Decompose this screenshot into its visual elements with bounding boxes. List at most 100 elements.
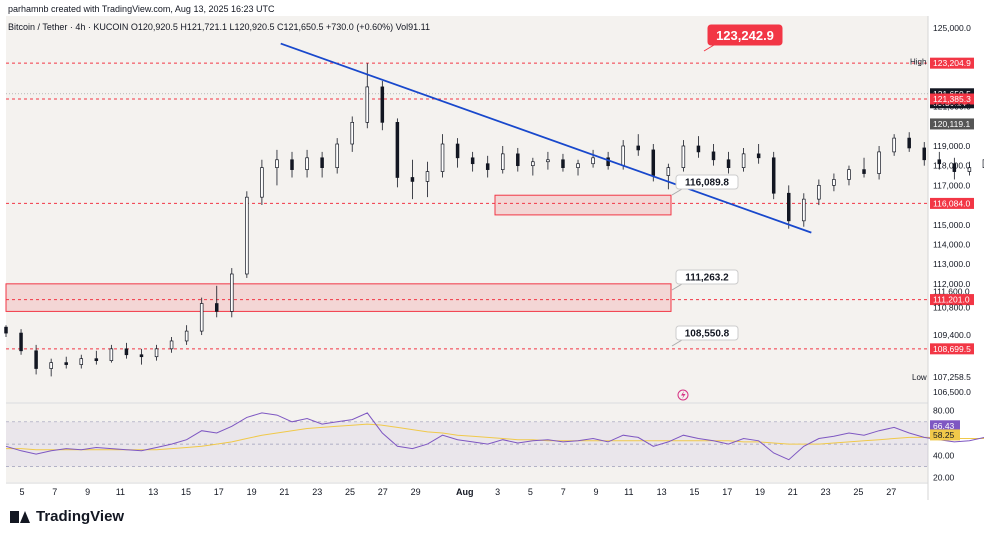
candle bbox=[455, 138, 460, 168]
time-tick-label: 15 bbox=[181, 487, 191, 497]
time-tick-label: 5 bbox=[528, 487, 533, 497]
candle bbox=[184, 325, 189, 345]
candle bbox=[756, 144, 761, 164]
time-tick-label: 29 bbox=[411, 487, 421, 497]
candle bbox=[576, 159, 580, 176]
callout-label-2: 116,089.8 bbox=[685, 178, 729, 189]
callout-box-4 bbox=[675, 325, 739, 341]
low-label: Low bbox=[912, 373, 927, 382]
price-tag-bg bbox=[930, 294, 974, 306]
candle bbox=[49, 358, 53, 377]
time-tick-label: 21 bbox=[788, 487, 798, 497]
candle bbox=[591, 149, 595, 168]
price-tag-label: 120,119.1 bbox=[933, 119, 970, 129]
candle bbox=[139, 348, 144, 365]
price-tag-bg bbox=[930, 93, 974, 105]
time-tick-label: 27 bbox=[886, 487, 896, 497]
price-tag-bg bbox=[930, 197, 974, 209]
price-tick-label: 114,000.0 bbox=[933, 239, 970, 249]
price-tick-label: 119,000.0 bbox=[933, 141, 970, 151]
candle bbox=[501, 145, 505, 174]
price-tag-bg bbox=[930, 118, 974, 130]
rsi-tick-label: 80.00 bbox=[933, 406, 955, 416]
candle bbox=[907, 132, 911, 152]
candle bbox=[546, 151, 550, 170]
time-tick-label: 23 bbox=[821, 487, 831, 497]
price-tick-label: 125,000.0 bbox=[933, 23, 971, 33]
rsi-ma-line bbox=[6, 423, 984, 451]
candle bbox=[470, 151, 475, 172]
candle bbox=[395, 118, 400, 188]
price-tick-label: 112,000.0 bbox=[933, 279, 970, 289]
candle bbox=[169, 337, 174, 353]
candle bbox=[320, 151, 324, 178]
time-tick-label: 19 bbox=[247, 487, 257, 497]
candle bbox=[666, 163, 671, 190]
candle bbox=[335, 138, 339, 174]
descending-trendline bbox=[280, 42, 812, 234]
tradingview-logo-icon bbox=[10, 510, 30, 523]
time-tick-label: 17 bbox=[214, 487, 224, 497]
price-tag-label: 123,204.9 bbox=[933, 58, 971, 68]
candle bbox=[967, 161, 972, 176]
callout-pointer-3 bbox=[671, 283, 683, 291]
price-tick-label: 106,500.0 bbox=[933, 387, 971, 397]
candle bbox=[696, 136, 701, 158]
candle bbox=[230, 268, 234, 318]
price-tick-label: 111,600.0 bbox=[933, 287, 970, 297]
candle bbox=[109, 344, 114, 363]
candle bbox=[214, 285, 219, 318]
symbol-legend[interactable]: Bitcoin / Tether · 4h · KUCOIN O120,920.… bbox=[8, 22, 430, 32]
candle bbox=[817, 179, 821, 206]
price-tick-label: 118,000.0 bbox=[933, 161, 970, 171]
brand-name: TradingView bbox=[36, 508, 125, 525]
rsi-tag-label: 66.43 bbox=[933, 421, 955, 431]
candle bbox=[802, 193, 806, 227]
candle bbox=[410, 159, 415, 200]
price-tick-label: 121,000.0 bbox=[933, 102, 971, 112]
lightning-icon bbox=[677, 389, 689, 401]
support-zone-1 bbox=[494, 194, 672, 216]
candle bbox=[64, 356, 68, 369]
time-tick-label: 13 bbox=[657, 487, 667, 497]
candle bbox=[199, 297, 204, 336]
candle bbox=[892, 134, 896, 156]
price-tick-label: 109,400.0 bbox=[933, 330, 971, 340]
price-tag-bg bbox=[930, 343, 974, 355]
price-tag-label: 111,201.0 bbox=[933, 295, 970, 305]
price-tick-label: 117,000.0 bbox=[933, 180, 970, 190]
candle bbox=[124, 342, 129, 359]
candle bbox=[245, 191, 249, 278]
candle bbox=[561, 153, 565, 172]
candle bbox=[485, 155, 490, 178]
price-tick-label: 113,000.0 bbox=[933, 259, 970, 269]
callout-box-3 bbox=[675, 269, 739, 285]
callout-pointer-1 bbox=[703, 44, 715, 52]
time-tick-label: 11 bbox=[116, 487, 125, 497]
candle bbox=[290, 151, 294, 178]
callout-box-1 bbox=[707, 24, 783, 46]
rsi-tick-label: 20.00 bbox=[933, 473, 955, 483]
time-tick-label: 21 bbox=[279, 487, 289, 497]
rsi-tag-label: 58.25 bbox=[933, 430, 955, 440]
time-tick-label: 23 bbox=[312, 487, 322, 497]
candle bbox=[154, 344, 159, 361]
time-tick-label: 9 bbox=[85, 487, 90, 497]
callout-label-3: 111,263.2 bbox=[685, 273, 729, 284]
rsi-tag-bg bbox=[930, 420, 960, 432]
candle bbox=[636, 134, 640, 156]
candle bbox=[260, 159, 264, 206]
candle bbox=[350, 116, 354, 152]
lightning-bolt-icon bbox=[681, 391, 686, 399]
time-tick-label: 3 bbox=[495, 487, 500, 497]
tradingview-logo[interactable]: TradingView bbox=[10, 508, 124, 525]
time-tick-label: 7 bbox=[52, 487, 57, 497]
candle bbox=[380, 80, 385, 131]
price-tag-bg bbox=[930, 57, 974, 69]
candle bbox=[79, 354, 84, 369]
candle bbox=[877, 145, 881, 180]
price-tick-label: 115,000.0 bbox=[933, 220, 970, 230]
candle bbox=[425, 161, 430, 198]
price-tag-label: 108,699.5 bbox=[933, 344, 971, 354]
